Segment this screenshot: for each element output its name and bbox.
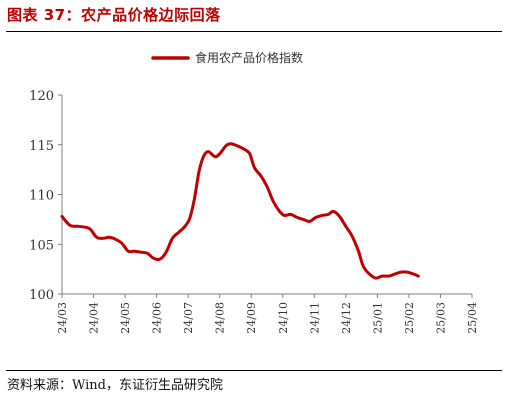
x-tick-label: 24/08: [214, 302, 227, 334]
x-tick-label: 24/07: [182, 302, 195, 334]
y-axis: 100 105 110 115 120: [29, 89, 63, 303]
x-axis: 24/03 24/04 24/05 24/06 24/07 24/08 24/09 24/10…: [56, 293, 479, 334]
figure-title: 图表 37：农产品价格边际回落: [7, 6, 221, 24]
x-tick-label: 24/09: [245, 302, 258, 334]
y-tick-label: 120: [29, 89, 54, 104]
title-rule: [6, 31, 502, 32]
x-tick-label: 24/11: [308, 302, 321, 334]
x-tick-label: 24/06: [151, 302, 164, 334]
series-line-0: [60, 142, 420, 280]
source-note: 资料来源：Wind，东证衍生品研究院: [7, 378, 223, 393]
y-tick-label: 100: [29, 288, 54, 303]
x-tick-label: 25/03: [434, 302, 447, 334]
y-tick-label: 110: [29, 189, 54, 204]
y-tick-label: 105: [29, 238, 54, 253]
y-tick-label: 115: [29, 139, 54, 154]
series-layer: [60, 142, 420, 280]
x-tick-label: 24/04: [88, 302, 101, 334]
x-tick-label: 24/10: [277, 302, 290, 334]
x-tick-label: 24/12: [340, 302, 353, 334]
chart-legend: 食用农产品价格指数: [151, 50, 303, 65]
x-tick-label: 24/03: [56, 302, 69, 334]
source-rule: [6, 370, 502, 371]
x-tick-label: 25/01: [371, 302, 384, 334]
x-tick-label: 24/05: [119, 302, 132, 334]
x-tick-label: 25/04: [466, 302, 479, 334]
x-tick-label: 25/02: [403, 302, 416, 334]
legend-label: 食用农产品价格指数: [195, 50, 303, 65]
